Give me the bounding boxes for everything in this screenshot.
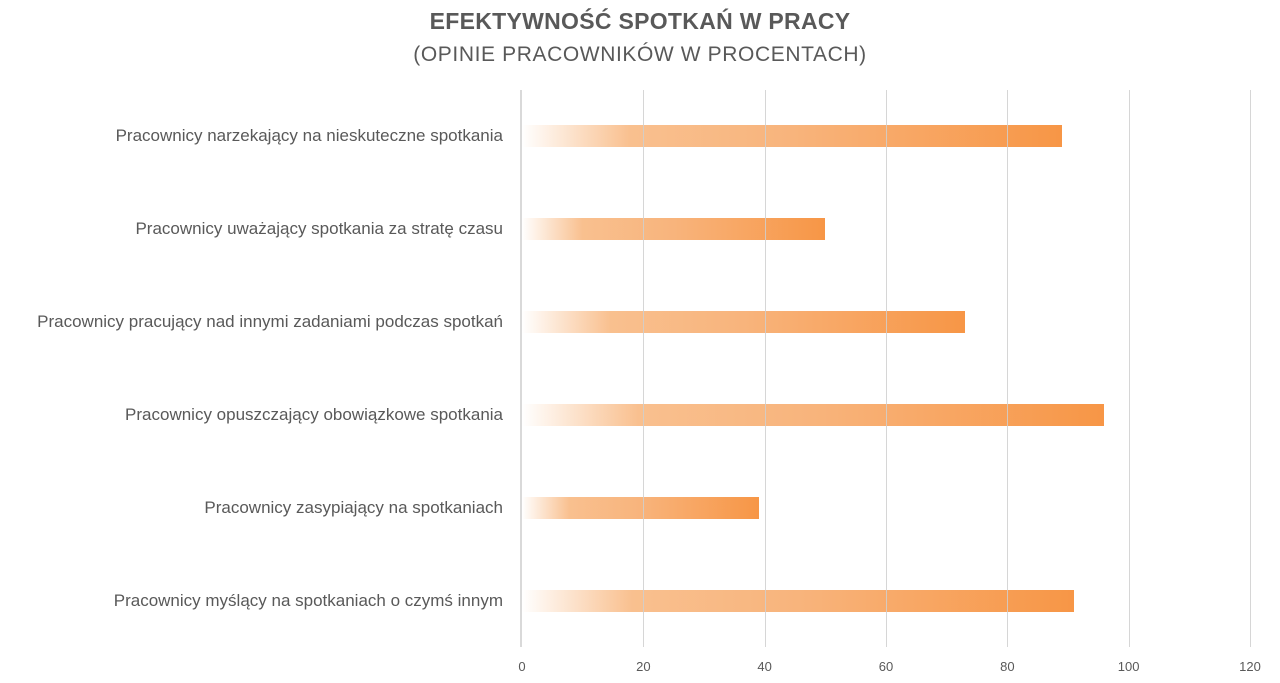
x-tick-label: 60 [878,659,894,674]
gridline [886,90,887,647]
bar [522,218,825,240]
x-tick-label: 80 [1000,659,1015,674]
category-label: Pracownicy opuszczający obowiązkowe spot… [125,405,503,424]
y-axis-line [520,90,522,647]
gridline [1129,90,1130,647]
x-tick-label: 40 [757,659,772,674]
x-tick-label: 100 [1117,659,1140,674]
category-label: Pracownicy narzekający na nieskuteczne s… [115,126,503,145]
category-label: Pracownicy uważający spotkania za stratę… [135,219,503,238]
category-label: Pracownicy myślący na spotkaniach o czym… [113,591,503,610]
x-tick-label: 20 [636,659,651,674]
plot-area [520,90,1251,647]
x-tick-label: 120 [1239,659,1261,674]
bar [522,404,1104,426]
gridline [765,90,766,647]
gridline [1007,90,1008,647]
category-label: Pracownicy zasypiający na spotkaniach [204,498,503,517]
gridline [643,90,644,647]
x-tick-label: 0 [518,659,526,674]
bar [522,497,759,519]
category-label: Pracownicy pracujący nad innymi zadaniam… [37,312,503,331]
chart-subtitle: (OPINIE PRACOWNIKÓW W PROCENTACH) [413,43,867,66]
gridline [1250,90,1251,647]
bar [522,125,1062,147]
chart-title: EFEKTYWNOŚĆ SPOTKAŃ W PRACY [429,8,851,34]
bar [522,590,1074,612]
bar [522,311,965,333]
